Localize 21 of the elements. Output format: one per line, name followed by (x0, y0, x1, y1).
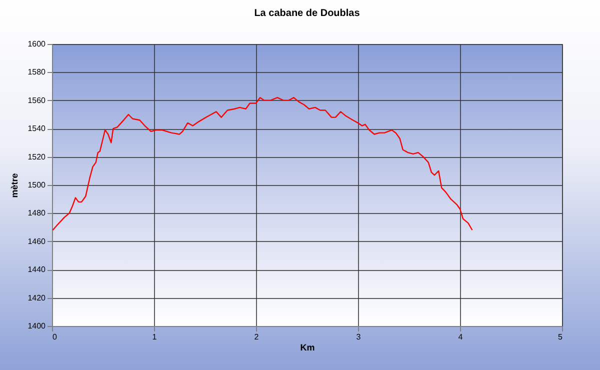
y-tick-label: 1460 (28, 236, 46, 246)
y-tick-label: 1500 (28, 180, 46, 190)
x-tick-label: 2 (254, 332, 260, 342)
y-tick-label: 1400 (28, 322, 46, 330)
x-tick-label: 0 (52, 332, 58, 342)
x-tick-label: 1 (152, 332, 158, 342)
x-axis-title: Km (300, 342, 315, 352)
y-axis-title: mètre (10, 173, 20, 198)
y-tick-label: 1440 (28, 265, 46, 274)
y-tick-label: 1420 (28, 293, 46, 302)
chart-title: La cabane de Doublas (254, 8, 360, 19)
y-tick-label: 1560 (28, 96, 46, 105)
x-tick-label: 3 (356, 332, 362, 342)
y-tick-label: 1520 (28, 152, 46, 162)
line-series (52, 96, 473, 231)
y-tick-label: 1580 (28, 68, 46, 77)
y-tick-label: 1540 (28, 124, 46, 134)
y-tick-label: 1480 (28, 208, 46, 218)
x-tick-label: 5 (558, 332, 564, 342)
y-tick-label: 1600 (28, 40, 46, 48)
x-tick-label: 4 (458, 332, 464, 342)
